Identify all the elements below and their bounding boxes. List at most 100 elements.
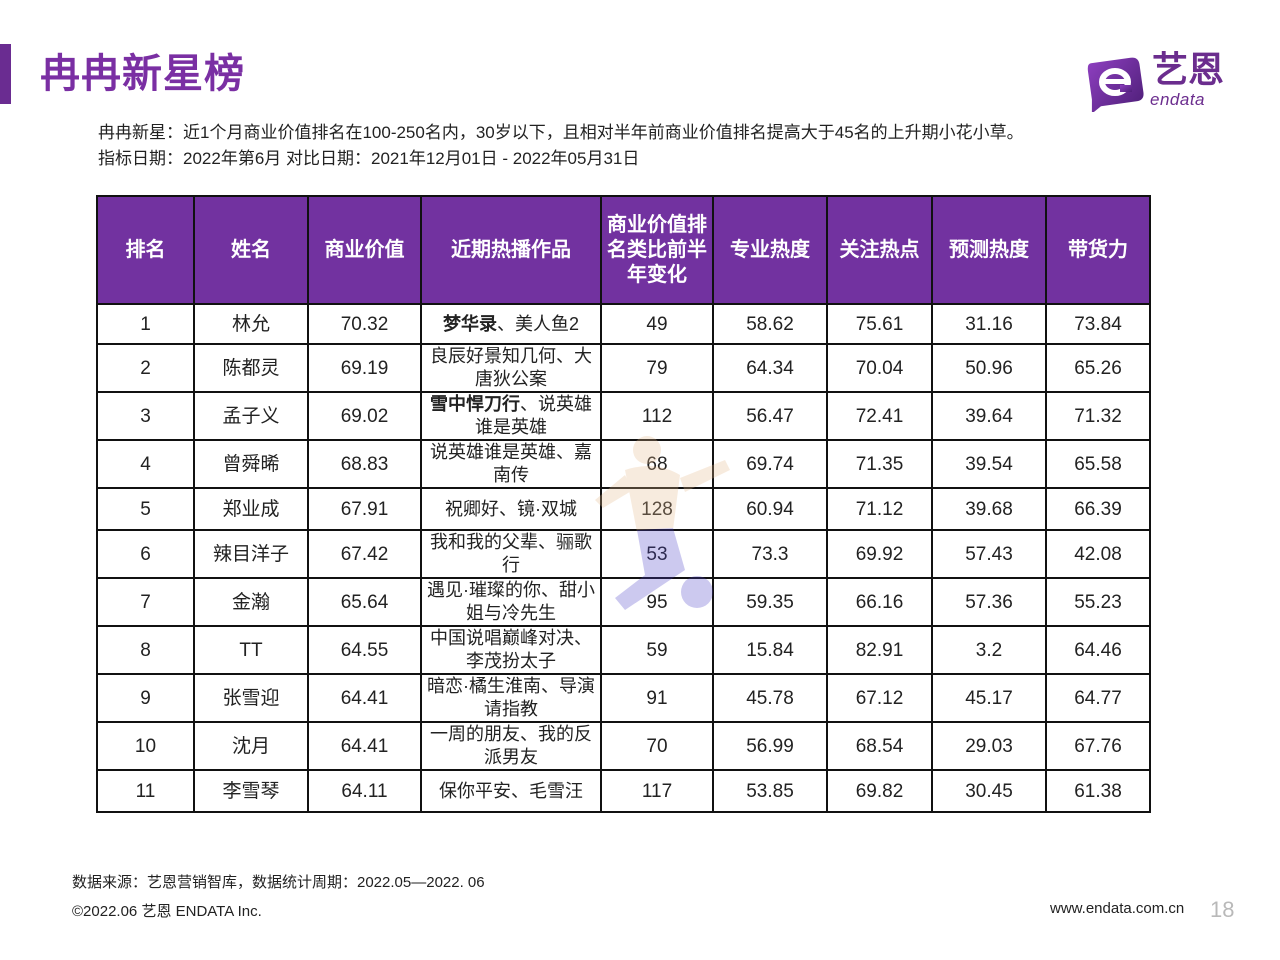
cell-rank-change: 95 xyxy=(600,577,714,627)
logo-english-text: endata xyxy=(1150,90,1205,109)
cell-forecast-heat: 29.03 xyxy=(931,721,1047,771)
cell-commercial-value: 69.19 xyxy=(307,343,422,393)
cell-forecast-heat: 57.36 xyxy=(931,577,1047,627)
cell-recent-works: 暗恋·橘生淮南、导演请指教 xyxy=(420,673,602,723)
table-row: 7 金瀚 65.64 遇见·璀璨的你、甜小姐与冷先生 95 59.35 66.16 57.36… xyxy=(96,577,1151,627)
cell-rank-change: 128 xyxy=(600,487,714,531)
cell-name: 金瀚 xyxy=(193,577,309,627)
cell-sales-power: 73.84 xyxy=(1045,303,1151,345)
cell-attention-hotspot: 71.35 xyxy=(826,439,933,489)
cell-recent-works: 保你平安、毛雪汪 xyxy=(420,769,602,813)
cell-forecast-heat: 50.96 xyxy=(931,343,1047,393)
cell-attention-hotspot: 75.61 xyxy=(826,303,933,345)
work-title: 我和我的父辈、骊歌行 xyxy=(430,532,592,575)
table-row: 2 陈都灵 69.19 良辰好景知几何、大唐狄公案 79 64.34 70.04 50.96 6… xyxy=(96,343,1151,393)
cell-forecast-heat: 31.16 xyxy=(931,303,1047,345)
cell-attention-hotspot: 82.91 xyxy=(826,625,933,675)
cell-commercial-value: 64.55 xyxy=(307,625,422,675)
cell-name: 孟子义 xyxy=(193,391,309,441)
cell-forecast-heat: 39.68 xyxy=(931,487,1047,531)
cell-professional-heat: 58.62 xyxy=(712,303,828,345)
header-recent-works: 近期热播作品 xyxy=(420,195,602,305)
cell-commercial-value: 64.11 xyxy=(307,769,422,813)
cell-rank-change: 112 xyxy=(600,391,714,441)
cell-name: TT xyxy=(193,625,309,675)
cell-name: 张雪迎 xyxy=(193,673,309,723)
cell-professional-heat: 15.84 xyxy=(712,625,828,675)
header-professional-heat: 专业热度 xyxy=(712,195,828,305)
work-title: 、美人鱼2 xyxy=(496,313,579,334)
endata-logo: 艺恩 endata xyxy=(1084,49,1244,112)
cell-rank: 2 xyxy=(96,343,195,393)
logo-chinese-text: 艺恩 xyxy=(1152,49,1225,90)
cell-professional-heat: 56.99 xyxy=(712,721,828,771)
header-sales-power: 带货力 xyxy=(1045,195,1151,305)
work-title: 良辰好景知几何、大唐狄公案 xyxy=(430,346,592,389)
website-link[interactable]: www.endata.com.cn xyxy=(1050,900,1185,917)
cell-recent-works: 中国说唱巅峰对决、李茂扮太子 xyxy=(420,625,602,675)
cell-recent-works: 祝卿好、镜·双城 xyxy=(420,487,602,531)
cell-professional-heat: 45.78 xyxy=(712,673,828,723)
cell-name: 郑业成 xyxy=(193,487,309,531)
cell-commercial-value: 67.91 xyxy=(307,487,422,531)
cell-name: 辣目洋子 xyxy=(193,529,309,579)
header-attention-hotspot: 关注热点 xyxy=(826,195,933,305)
cell-recent-works: 我和我的父辈、骊歌行 xyxy=(420,529,602,579)
cell-recent-works: 梦华录、美人鱼2 xyxy=(420,303,602,345)
cell-commercial-value: 67.42 xyxy=(307,529,422,579)
cell-forecast-heat: 30.45 xyxy=(931,769,1047,813)
cell-attention-hotspot: 71.12 xyxy=(826,487,933,531)
cell-professional-heat: 53.85 xyxy=(712,769,828,813)
cell-rank: 8 xyxy=(96,625,195,675)
page-number: 18 xyxy=(1210,897,1235,922)
work-title: 、说英雄谁是英雄 xyxy=(475,394,592,437)
cell-attention-hotspot: 66.16 xyxy=(826,577,933,627)
work-title-bold: 梦华录 xyxy=(442,313,497,334)
table-row: 3 孟子义 69.02 雪中悍刀行、说英雄谁是英雄 112 56.47 72.41 39.64… xyxy=(96,391,1151,441)
cell-commercial-value: 70.32 xyxy=(307,303,422,345)
cell-rank-change: 91 xyxy=(600,673,714,723)
table-row: 10 沈月 64.41 一周的朋友、我的反派男友 70 56.99 68.54 29.03 67… xyxy=(96,721,1151,771)
work-title: 遇见·璀璨的你、甜小姐与冷先生 xyxy=(427,580,595,623)
cell-attention-hotspot: 69.82 xyxy=(826,769,933,813)
header-rank: 排名 xyxy=(96,195,195,305)
data-source-note: 数据来源：艺恩营销智库，数据统计周期：2022.05—2022. 06 xyxy=(72,874,485,891)
table-row: 5 郑业成 67.91 祝卿好、镜·双城 128 60.94 71.12 39.68 66.39 xyxy=(96,487,1151,531)
cell-sales-power: 64.77 xyxy=(1045,673,1151,723)
cell-forecast-heat: 45.17 xyxy=(931,673,1047,723)
cell-rank-change: 68 xyxy=(600,439,714,489)
cell-sales-power: 65.58 xyxy=(1045,439,1151,489)
cell-rank-change: 117 xyxy=(600,769,714,813)
work-title: 说英雄谁是英雄、嘉南传 xyxy=(430,442,592,485)
cell-sales-power: 67.76 xyxy=(1045,721,1151,771)
cell-attention-hotspot: 69.92 xyxy=(826,529,933,579)
cell-recent-works: 说英雄谁是英雄、嘉南传 xyxy=(420,439,602,489)
cell-name: 林允 xyxy=(193,303,309,345)
table-row: 11 李雪琴 64.11 保你平安、毛雪汪 117 53.85 69.82 30.45 61.3… xyxy=(96,769,1151,813)
cell-attention-hotspot: 68.54 xyxy=(826,721,933,771)
cell-rank-change: 79 xyxy=(600,343,714,393)
cell-forecast-heat: 39.64 xyxy=(931,391,1047,441)
cell-name: 陈都灵 xyxy=(193,343,309,393)
table-header-row: 排名 姓名 商业价值 近期热播作品 商业价值排名类比前半年变化 专业热度 关注热… xyxy=(96,195,1151,305)
cell-rank-change: 49 xyxy=(600,303,714,345)
cell-rank-change: 59 xyxy=(600,625,714,675)
cell-rank: 7 xyxy=(96,577,195,627)
cell-sales-power: 61.38 xyxy=(1045,769,1151,813)
table-row: 9 张雪迎 64.41 暗恋·橘生淮南、导演请指教 91 45.78 67.12 45.17 6… xyxy=(96,673,1151,723)
cell-recent-works: 遇见·璀璨的你、甜小姐与冷先生 xyxy=(420,577,602,627)
cell-rank: 3 xyxy=(96,391,195,441)
cell-sales-power: 64.46 xyxy=(1045,625,1151,675)
cell-forecast-heat: 57.43 xyxy=(931,529,1047,579)
cell-rank: 5 xyxy=(96,487,195,531)
cell-name: 李雪琴 xyxy=(193,769,309,813)
cell-commercial-value: 64.41 xyxy=(307,673,422,723)
cell-attention-hotspot: 72.41 xyxy=(826,391,933,441)
table-row: 1 林允 70.32 梦华录、美人鱼2 49 58.62 75.61 31.16 73.84 xyxy=(96,303,1151,345)
cell-commercial-value: 69.02 xyxy=(307,391,422,441)
endata-logo-icon xyxy=(1087,57,1144,112)
cell-recent-works: 一周的朋友、我的反派男友 xyxy=(420,721,602,771)
cell-sales-power: 65.26 xyxy=(1045,343,1151,393)
cell-rank: 10 xyxy=(96,721,195,771)
cell-rank-change: 53 xyxy=(600,529,714,579)
